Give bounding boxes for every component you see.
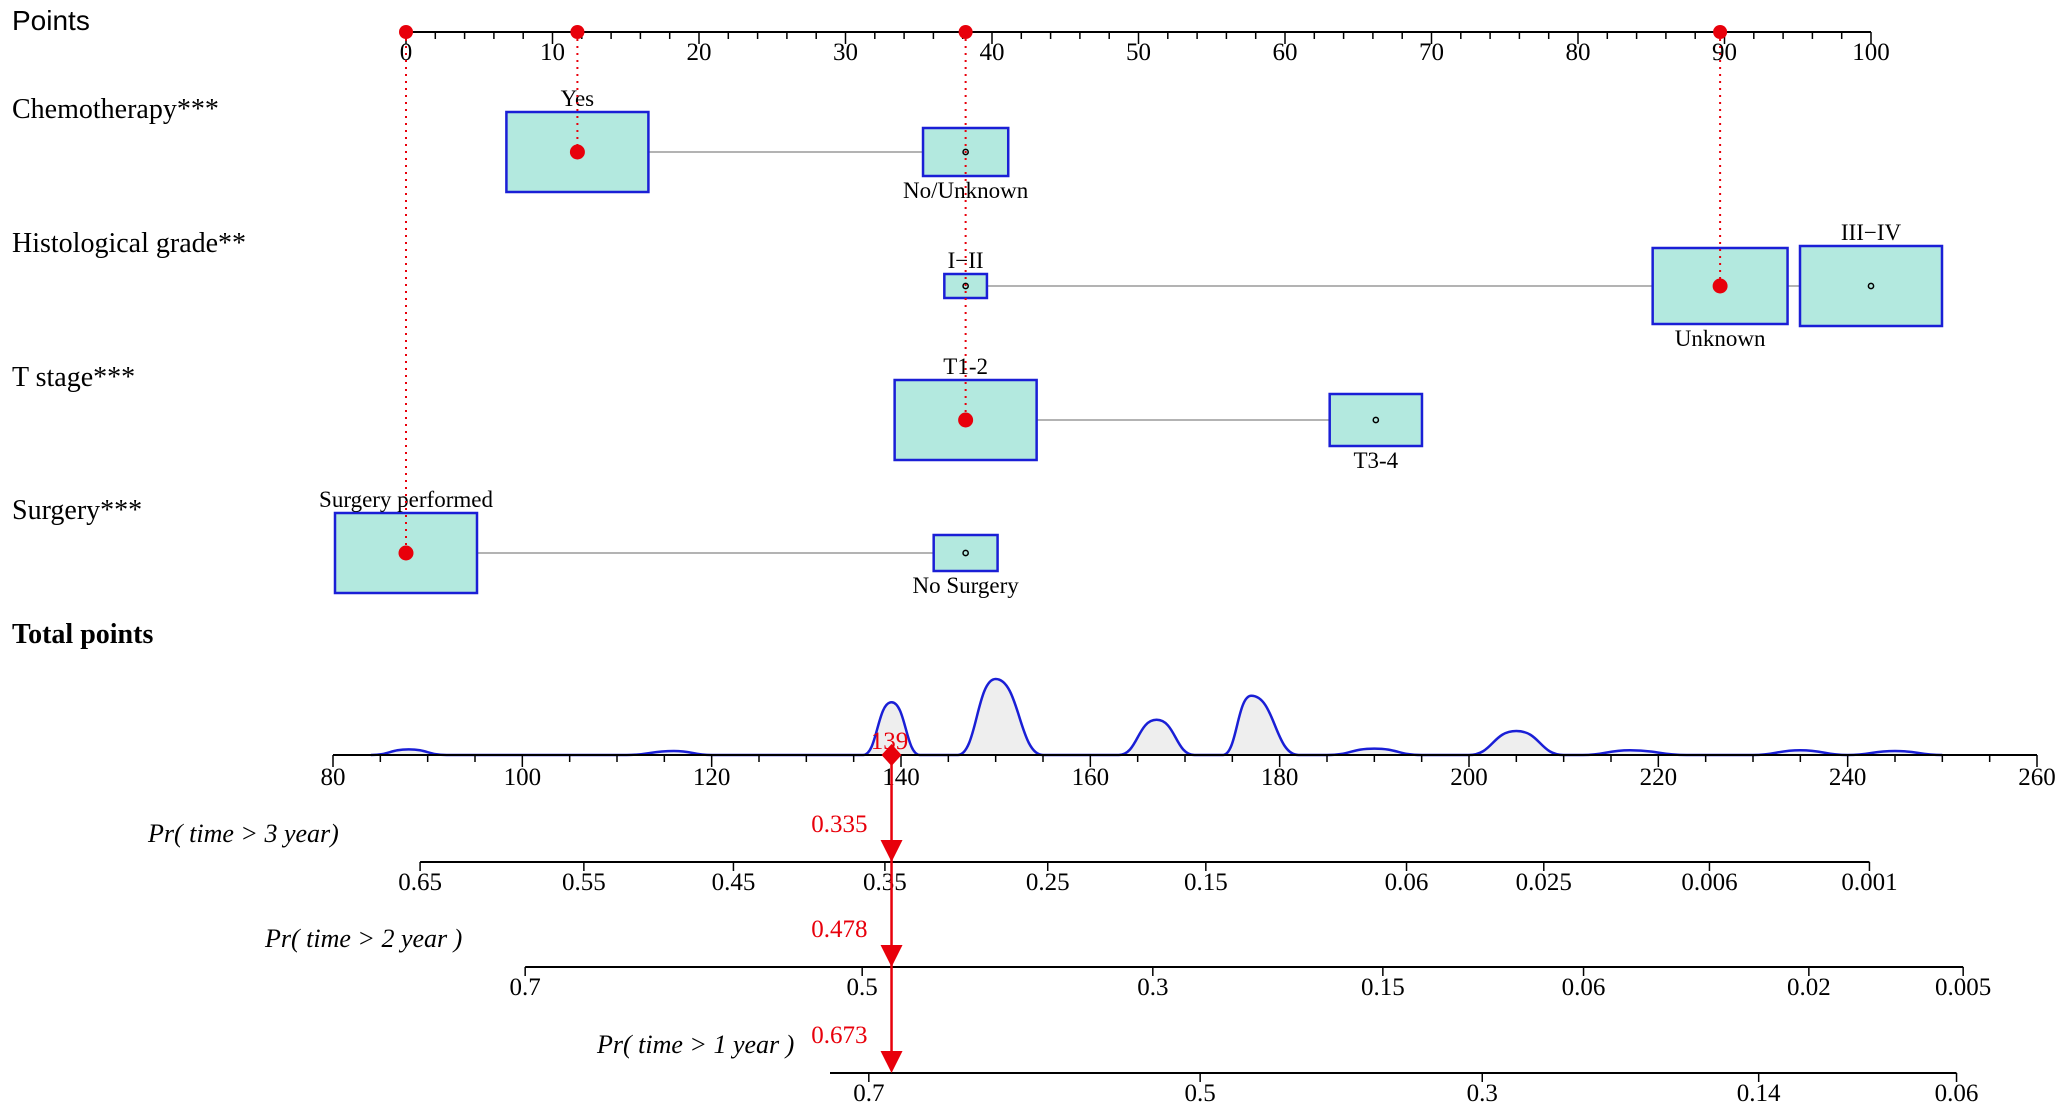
probability-tick-label: 0.001 [1841, 869, 1897, 896]
probability-selected-arrow [880, 1051, 903, 1073]
total-points-section: Total points 80 100 120 140 160 180 200 220 240 26… [12, 619, 2056, 791]
level-label: No/Unknown [903, 178, 1029, 203]
probability-tick-label: 0.006 [1681, 869, 1737, 896]
probability-tick-label: 0.7 [853, 1080, 884, 1107]
level-selected-dot [569, 144, 585, 160]
level-box [932, 533, 999, 573]
points-tick-label: 70 [1419, 39, 1444, 66]
probability-tick-label: 0.02 [1787, 974, 1831, 1001]
points-tick-label: 60 [1273, 39, 1298, 66]
level-center-dot [1867, 282, 1875, 290]
total-tick-label: 120 [693, 764, 731, 791]
probability-tick-label: 0.06 [1385, 869, 1429, 896]
probability-selected-arrow [880, 945, 903, 967]
total-tick-label: 80 [321, 764, 346, 791]
points-selected-dot [399, 25, 413, 39]
probability-selected-label: 0.335 [811, 811, 867, 838]
probability-tick-label: 0.35 [863, 869, 907, 896]
level-label: Unknown [1675, 326, 1766, 351]
probability-selected-arrow [880, 840, 903, 862]
points-tick-label: 50 [1126, 39, 1151, 66]
total-tick-label: 220 [1640, 764, 1678, 791]
total-tick-label: 100 [504, 764, 542, 791]
probability-section: Pr( time > 3 year) 0.65 0.55 0.45 0.35 0.25 0.… [147, 819, 1991, 1107]
total-tick-label: 140 [882, 764, 920, 791]
level-label: III−IV [1841, 220, 1902, 245]
probability-axis-label: Pr( time > 1 year ) [596, 1030, 794, 1059]
level-box [1328, 392, 1424, 448]
variable-label: Histological grade** [12, 228, 246, 259]
probability-selected-label: 0.478 [811, 916, 867, 943]
probability-axis-label: Pr( time > 3 year) [147, 819, 339, 848]
probability-tick-label: 0.15 [1361, 974, 1405, 1001]
probability-selected-label: 0.673 [811, 1022, 867, 1049]
level-center-dot [962, 282, 969, 290]
level-label: T1-2 [943, 354, 988, 379]
variables-section: Chemotherapy*** Yes No/Unknown Histological… [12, 86, 1944, 598]
points-axis-label: Points [12, 5, 90, 36]
level-label: No Surgery [912, 573, 1019, 598]
probability-tick-label: 0.14 [1737, 1080, 1781, 1107]
points-tick-label: 10 [540, 39, 565, 66]
probability-tick-label: 0.3 [1137, 974, 1168, 1001]
level-label: Yes [561, 86, 595, 111]
points-selected-dot [570, 25, 585, 39]
variable-label: T stage*** [12, 362, 135, 393]
level-box [1798, 244, 1944, 328]
level-center-dot [962, 549, 969, 557]
level-selected-dot [958, 412, 974, 428]
level-selected-dot [398, 545, 414, 561]
level-box [1651, 246, 1789, 326]
probability-axis-label: Pr( time > 2 year ) [264, 924, 462, 953]
level-label: Surgery performed [319, 487, 493, 512]
total-selected-label: 139 [871, 728, 909, 755]
probability-tick-label: 0.3 [1467, 1080, 1498, 1107]
points-tick-label: 80 [1566, 39, 1591, 66]
probability-tick-label: 0.25 [1026, 869, 1070, 896]
points-tick-label: 40 [980, 39, 1005, 66]
points-selected-dot [958, 25, 973, 39]
selection-overlay: 139 0.335 0.478 0.673 [398, 25, 1728, 1073]
level-center-dot [1372, 416, 1380, 424]
points-tick-label: 30 [833, 39, 858, 66]
level-selected-dot [1712, 278, 1728, 294]
probability-tick-label: 0.5 [847, 974, 878, 1001]
total-tick-label: 200 [1450, 764, 1488, 791]
total-tick-label: 180 [1261, 764, 1299, 791]
level-label: I−II [948, 248, 984, 273]
points-tick-label: 90 [1712, 39, 1737, 66]
total-points-label: Total points [12, 619, 153, 650]
variable-label: Surgery*** [12, 495, 142, 526]
probability-tick-label: 0.06 [1935, 1080, 1979, 1107]
total-selected-diamond [881, 744, 902, 766]
probability-tick-label: 0.65 [398, 869, 442, 896]
probability-tick-label: 0.5 [1185, 1080, 1216, 1107]
probability-tick-label: 0.15 [1184, 869, 1228, 896]
points-tick-label: 20 [687, 39, 712, 66]
probability-tick-label: 0.55 [562, 869, 606, 896]
level-label: T3-4 [1353, 448, 1398, 473]
variable-label: Chemotherapy*** [12, 94, 219, 125]
probability-tick-label: 0.025 [1516, 869, 1572, 896]
probability-tick-label: 0.005 [1935, 974, 1991, 1001]
points-section: Points 0 10 20 30 40 50 60 70 80 90 100 [12, 5, 1890, 66]
points-tick-label: 0 [400, 39, 413, 66]
total-tick-label: 260 [2018, 764, 2056, 791]
level-center-dot [962, 148, 969, 156]
probability-tick-label: 0.45 [712, 869, 756, 896]
points-tick-label: 100 [1852, 39, 1890, 66]
total-tick-label: 240 [1829, 764, 1867, 791]
density-area [370, 679, 1943, 755]
total-tick-label: 160 [1072, 764, 1110, 791]
probability-tick-label: 0.7 [510, 974, 541, 1001]
points-selected-dot [1713, 25, 1728, 39]
probability-tick-label: 0.06 [1562, 974, 1606, 1001]
